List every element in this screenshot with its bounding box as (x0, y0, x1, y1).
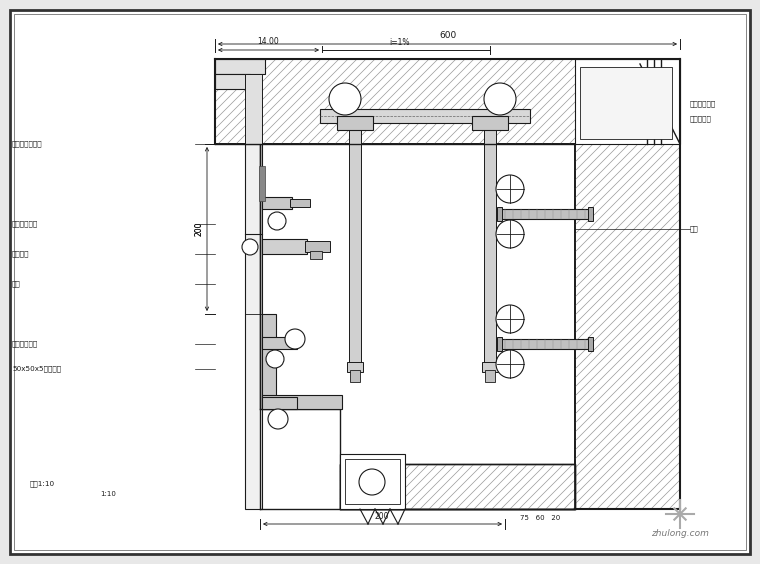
Bar (500, 339, 590, 349)
Bar (497, 207, 502, 221)
Bar (262, 314, 276, 409)
Text: 1:10: 1:10 (100, 491, 116, 497)
Text: 石材: 石材 (12, 281, 21, 287)
Circle shape (266, 350, 284, 368)
Text: zhulong.com: zhulong.com (651, 530, 709, 539)
Circle shape (496, 220, 524, 248)
Text: 比例1:10: 比例1:10 (30, 481, 55, 487)
Bar (245, 74, 262, 144)
Circle shape (496, 305, 524, 333)
Bar (215, 59, 680, 144)
Circle shape (268, 409, 288, 429)
Bar (262, 395, 342, 409)
Bar (340, 464, 575, 509)
Circle shape (242, 239, 258, 255)
Circle shape (285, 329, 305, 349)
Bar (305, 241, 330, 252)
Text: 粉石膏面层: 粉石膏面层 (690, 116, 712, 122)
Circle shape (329, 83, 361, 115)
Bar (215, 74, 250, 89)
Bar (215, 59, 680, 144)
Text: 600: 600 (439, 31, 456, 40)
Bar (262, 197, 292, 209)
Bar (472, 116, 508, 130)
Bar (340, 454, 405, 509)
Circle shape (268, 212, 286, 230)
Bar (320, 109, 530, 123)
Bar (500, 209, 590, 219)
Bar (347, 362, 363, 372)
Bar (262, 337, 297, 349)
Bar (485, 370, 495, 382)
Circle shape (496, 175, 524, 203)
Circle shape (484, 83, 516, 115)
Bar (310, 251, 322, 259)
Text: 防水工程涂层: 防水工程涂层 (690, 101, 716, 107)
Bar (262, 239, 307, 254)
Bar (497, 337, 502, 351)
Bar (588, 337, 593, 351)
Text: 膨钉: 膨钉 (690, 226, 698, 232)
Bar (580, 67, 672, 139)
Bar (337, 116, 373, 130)
Bar (345, 459, 400, 504)
Bar (340, 464, 575, 509)
Bar (350, 370, 360, 382)
Text: 200: 200 (194, 222, 203, 236)
Bar (262, 397, 297, 409)
Text: 14.00: 14.00 (258, 37, 280, 46)
Text: 垫胶条件: 垫胶条件 (12, 250, 30, 257)
Bar (575, 144, 680, 509)
Text: 75   60   20: 75 60 20 (520, 515, 560, 521)
Circle shape (496, 350, 524, 378)
Bar (349, 116, 361, 364)
Text: 50x50x5镀锌角钢: 50x50x5镀锌角钢 (12, 365, 61, 372)
Text: i=1%: i=1% (390, 38, 410, 47)
Bar (482, 362, 498, 372)
Text: 石材中间嵌缝胶: 石材中间嵌缝胶 (12, 140, 43, 147)
Bar (290, 199, 310, 207)
Bar (259, 166, 265, 201)
Bar (245, 144, 262, 509)
Text: 200: 200 (194, 222, 203, 236)
Bar (484, 116, 496, 364)
Text: 200: 200 (375, 512, 389, 521)
Bar (588, 207, 593, 221)
Text: 不锈钢干挂件: 不锈钢干挂件 (12, 341, 38, 347)
Bar (575, 59, 680, 144)
Text: 不锈钢干挂件: 不锈钢干挂件 (12, 221, 38, 227)
Bar (215, 59, 265, 74)
Bar (260, 144, 575, 509)
Bar (575, 144, 680, 509)
Circle shape (359, 469, 385, 495)
